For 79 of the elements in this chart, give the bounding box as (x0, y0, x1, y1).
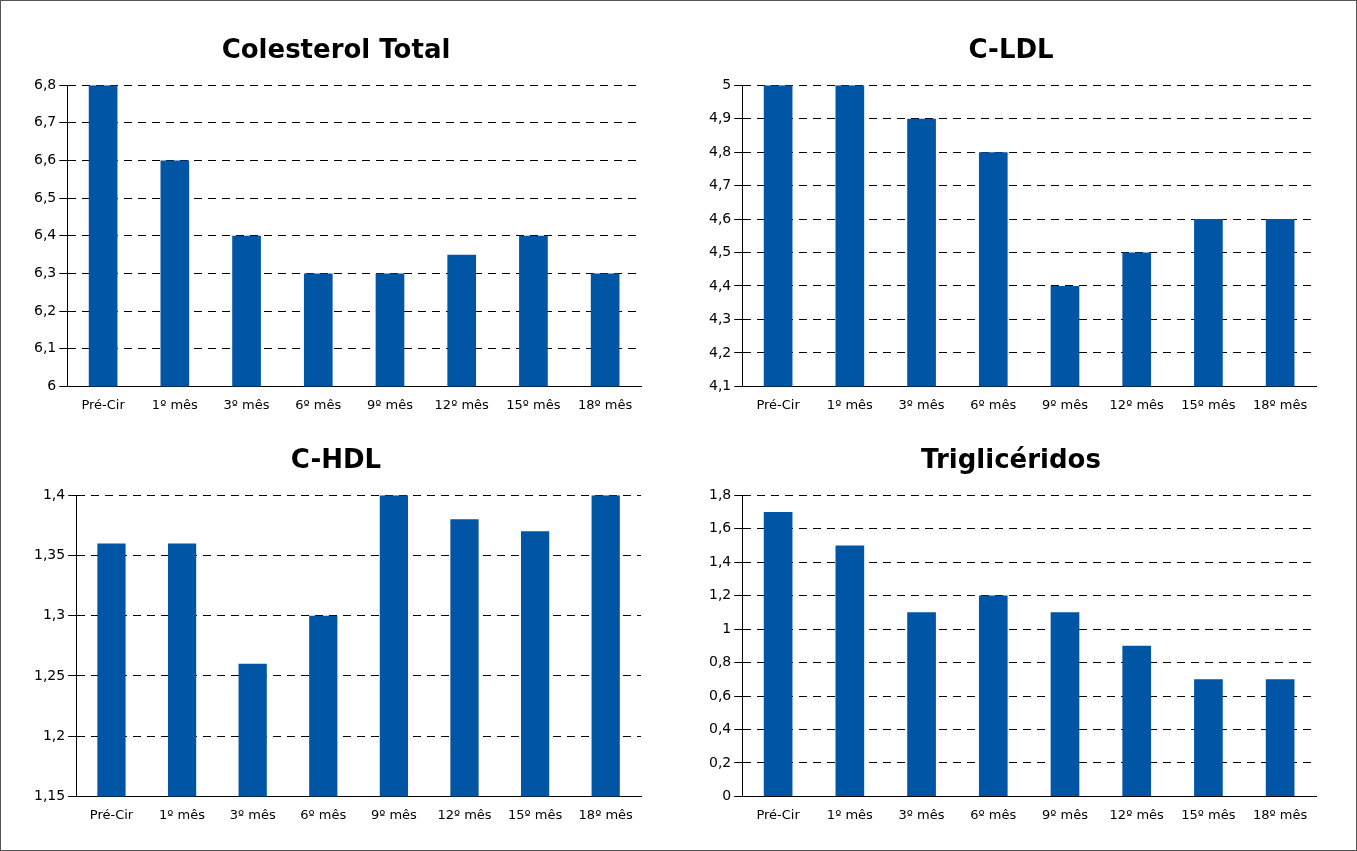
y-tick-label: 6 (47, 377, 57, 394)
y-tick-label: 4,5 (709, 243, 732, 260)
x-tick-label: 1º mês (151, 396, 199, 412)
x-tick-label: 1º mês (826, 806, 874, 822)
x-tick-label: 18º mês (578, 806, 634, 822)
x-tick-label: 15º mês (1181, 396, 1236, 412)
x-tick-label: 3º mês (223, 396, 270, 412)
x-tick-label: Pré-Cir (89, 806, 134, 822)
y-tick-label: 0,6 (709, 686, 732, 703)
y-tick-label: 0,2 (709, 753, 732, 770)
y-tick-label: 1,6 (709, 519, 732, 536)
y-tick-label: 1,35 (34, 546, 66, 563)
y-tick-label: 4,4 (709, 276, 732, 293)
x-tick-label: 18º mês (1253, 396, 1308, 412)
x-tick-label: 12º mês (1109, 396, 1165, 412)
bar (1265, 679, 1295, 796)
bar (907, 612, 936, 796)
y-tick-label: 6,3 (34, 264, 57, 281)
x-tick-label: 6º mês (300, 806, 347, 822)
x-tick-label: 9º mês (1042, 396, 1089, 412)
y-tick-label: 4,7 (709, 176, 732, 193)
x-tick-label: 1º mês (159, 806, 206, 822)
bar (1050, 612, 1080, 796)
y-tick-label: 1 (722, 619, 732, 636)
chart-title: C-HDL (290, 444, 382, 475)
x-tick-label: 12º mês (437, 806, 492, 822)
bar (763, 511, 793, 796)
bar (835, 545, 865, 796)
x-tick-label: 15º mês (507, 806, 563, 822)
bar (1122, 645, 1152, 796)
y-tick-label: 6,1 (34, 339, 57, 356)
y-tick-label: 4,1 (709, 377, 732, 394)
y-tick-label: 5 (722, 75, 732, 92)
x-tick-label: 1º mês (826, 396, 874, 412)
x-tick-label: 15º mês (506, 396, 561, 412)
y-tick-label: 1,25 (34, 666, 66, 683)
x-tick-label: 6º mês (970, 806, 1017, 822)
y-tick-label: 4,9 (709, 109, 732, 126)
x-tick-label: 9º mês (367, 396, 414, 412)
y-tick-label: 4,3 (709, 310, 732, 327)
y-tick-label: 4,2 (709, 343, 732, 360)
y-tick-label: 6,4 (34, 226, 57, 243)
y-tick-label: 6,5 (34, 188, 57, 205)
x-tick-label: Pré-Cir (81, 396, 126, 412)
x-tick-label: 12º mês (1109, 806, 1165, 822)
y-tick-label: 6,8 (34, 75, 57, 92)
y-tick-label: 0,4 (709, 720, 732, 737)
x-tick-label: 3º mês (898, 396, 945, 412)
x-tick-label: Pré-Cir (756, 806, 801, 822)
x-tick-label: 9º mês (370, 806, 418, 822)
chart-title: Triglicéridos (921, 444, 1101, 475)
x-tick-label: 12º mês (434, 396, 490, 412)
y-tick-label: 1,8 (709, 485, 732, 502)
y-tick-label: 6,2 (34, 301, 57, 318)
x-tick-label: 18º mês (1253, 806, 1308, 822)
y-tick-label: 6,6 (34, 151, 57, 168)
y-tick-label: 6,7 (34, 113, 57, 130)
y-tick-label: 0,8 (709, 653, 732, 670)
x-tick-label: 18º mês (578, 396, 633, 412)
x-tick-label: Pré-Cir (756, 396, 801, 412)
y-tick-label: 1,2 (42, 726, 66, 743)
y-tick-label: 4,6 (709, 209, 732, 226)
chart-title: Colesterol Total (221, 34, 451, 65)
y-tick-label: 1,2 (709, 586, 732, 603)
x-tick-label: 6º mês (970, 396, 1017, 412)
y-tick-label: 1,4 (42, 485, 66, 502)
bar (1194, 679, 1223, 796)
y-tick-label: 0 (722, 787, 732, 804)
x-tick-label: 6º mês (295, 396, 342, 412)
x-tick-label: 9º mês (1042, 806, 1089, 822)
chart-title: C-LDL (968, 34, 1054, 65)
y-tick-label: 1,15 (34, 787, 66, 804)
x-tick-label: 15º mês (1181, 806, 1236, 822)
bar (978, 595, 1008, 796)
y-tick-label: 4,8 (709, 142, 732, 159)
x-tick-label: 3º mês (898, 806, 945, 822)
y-tick-label: 1,3 (42, 606, 66, 623)
y-tick-label: 1,4 (709, 552, 732, 569)
x-tick-label: 3º mês (229, 806, 276, 822)
